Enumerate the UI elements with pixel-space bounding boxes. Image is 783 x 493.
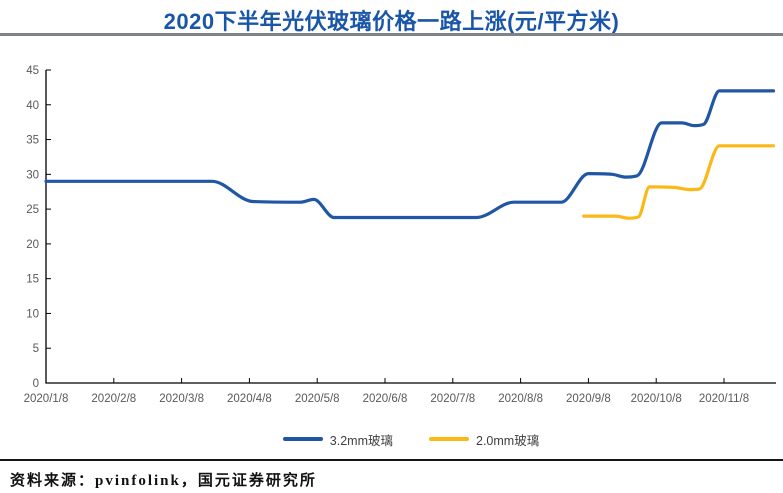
x-tick-label: 2020/1/8	[24, 393, 69, 405]
x-tick-label: 2020/2/8	[91, 393, 136, 405]
x-tick-label: 2020/5/8	[295, 393, 340, 405]
y-tick-label: 30	[26, 169, 39, 181]
axis	[45, 70, 776, 384]
y-tick-label: 10	[26, 308, 39, 320]
legend-label: 2.0mm玻璃	[476, 433, 540, 448]
title-divider	[0, 33, 783, 36]
chart-legend: 3.2mm玻璃 2.0mm玻璃	[46, 428, 776, 450]
legend-item-2-0mm: 2.0mm玻璃	[429, 430, 539, 449]
footer-divider	[0, 459, 783, 461]
y-tick-label: 40	[26, 100, 39, 112]
series-line-0	[44, 89, 776, 220]
y-tick-label: 25	[26, 204, 39, 216]
y-tick-label: 5	[33, 343, 39, 355]
source-note: 资料来源：pvinfolink，国元证券研究所	[10, 473, 317, 489]
x-tick-label: 2020/8/8	[498, 393, 543, 405]
x-tick-label: 2020/10/8	[631, 393, 682, 405]
x-tick-label: 2020/7/8	[430, 393, 475, 405]
y-tick-label: 20	[26, 239, 39, 251]
chart-title: 2020下半年光伏玻璃价格一路上涨(元/平方米)	[163, 9, 620, 34]
x-tick-label: 2020/11/8	[699, 393, 749, 405]
x-tick-label: 2020/9/8	[566, 393, 611, 405]
legend-item-3-2mm: 3.2mm玻璃	[282, 430, 393, 449]
legend-line-swatch-yellow	[429, 437, 469, 441]
legend-line-swatch-blue	[282, 437, 323, 441]
x-tick-label: 2020/4/8	[227, 393, 272, 405]
x-tick-label: 2020/6/8	[363, 393, 408, 405]
price-chart: 0 5 10 15 20 25 30 35 40 45 2020/1/8 2020/2/8 2020/3…	[24, 65, 776, 405]
x-tick-label: 2020/3/8	[159, 393, 204, 405]
series-line-1	[582, 144, 776, 220]
y-tick-label: 0	[33, 378, 39, 390]
y-tick-label: 35	[26, 135, 39, 147]
y-tick-label: 15	[26, 274, 39, 286]
y-tick-label: 45	[26, 65, 39, 77]
legend-label: 3.2mm玻璃	[329, 433, 393, 448]
